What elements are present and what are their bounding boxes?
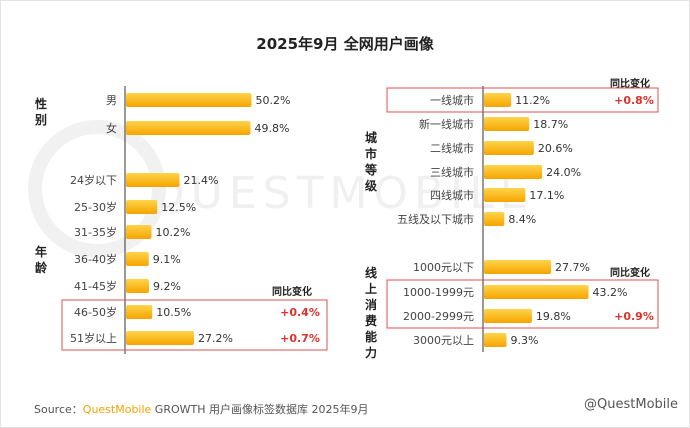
- change-label: +0.7%: [280, 332, 320, 345]
- change-label: +0.9%: [614, 310, 654, 323]
- highlight-box: [386, 87, 659, 113]
- group-label-char: 消: [364, 298, 377, 312]
- bar: [126, 279, 149, 293]
- category-label: 3000元以上: [413, 334, 474, 347]
- group-label-age: 年龄: [33, 244, 49, 276]
- category-label: 24岁以下: [70, 173, 117, 187]
- bar: [484, 93, 512, 107]
- value-label: 11.2%: [515, 94, 550, 107]
- group-label-char: 别: [34, 113, 47, 127]
- category-label: 四线城市: [430, 188, 474, 202]
- bar: [484, 285, 589, 299]
- change-header-consumption: 同比变化: [610, 268, 650, 279]
- source-prefix: Source：: [34, 403, 83, 416]
- value-label: 9.1%: [153, 253, 181, 266]
- value-label: 9.2%: [153, 280, 181, 293]
- bar: [484, 188, 526, 202]
- group-label-char: 城: [364, 131, 377, 145]
- group-label-city-tier: 城市等级: [363, 130, 379, 194]
- category-label: 女: [106, 121, 117, 135]
- category-label: 二线城市: [430, 141, 474, 155]
- group-label-char: 性: [34, 97, 47, 111]
- category-label: 五线及以下城市: [397, 212, 474, 226]
- value-label: 27.2%: [198, 332, 233, 345]
- bar: [484, 165, 543, 179]
- change-header-age: 同比变化: [272, 287, 312, 298]
- change-label: +0.8%: [614, 94, 654, 107]
- value-label: 10.5%: [156, 306, 191, 319]
- group-label-consumption: 线上消费能力: [363, 265, 379, 361]
- group-label-char: 上: [364, 282, 377, 296]
- bar: [126, 305, 153, 319]
- value-label: 20.6%: [538, 142, 573, 155]
- bar: [126, 93, 252, 107]
- value-label: 12.5%: [161, 201, 196, 214]
- bar: [484, 141, 534, 155]
- bar: [126, 331, 194, 345]
- chart-title: 2025年9月 全网用户画像: [256, 35, 434, 53]
- value-label: 27.7%: [555, 261, 590, 274]
- bar: [126, 173, 180, 187]
- corner-watermark: @QuestMobile: [584, 397, 678, 412]
- group-label-char: 龄: [34, 261, 47, 275]
- bar: [484, 309, 532, 323]
- value-label: 10.2%: [156, 226, 191, 239]
- category-label: 46-50岁: [74, 305, 117, 319]
- source-rest: GROWTH 用户画像标签数据库 2025年9月: [151, 403, 369, 416]
- change-label: +0.4%: [280, 306, 320, 319]
- change-header-city: 同比变化: [610, 79, 650, 90]
- group-label-char: 力: [364, 346, 377, 360]
- value-label: 43.2%: [593, 286, 628, 299]
- category-label: 41-45岁: [74, 279, 117, 293]
- value-label: 24.0%: [546, 166, 581, 179]
- group-label-gender: 性别: [33, 96, 49, 128]
- bar: [484, 212, 505, 226]
- bar: [484, 117, 530, 131]
- category-label: 男: [106, 94, 117, 107]
- value-label: 17.1%: [529, 189, 564, 202]
- category-label: 36-40岁: [74, 252, 117, 266]
- group-label-char: 市: [364, 147, 377, 161]
- value-label: 21.4%: [184, 174, 219, 187]
- value-label: 18.7%: [533, 118, 568, 131]
- bar: [126, 121, 251, 135]
- category-label: 一线城市: [430, 93, 474, 107]
- group-label-char: 年: [34, 245, 47, 259]
- category-label: 1000-1999元: [403, 286, 474, 299]
- bar: [484, 260, 552, 274]
- bar: [126, 200, 158, 214]
- group-label-char: 线: [364, 266, 377, 280]
- bar: [484, 333, 507, 347]
- highlight-box: [386, 279, 659, 329]
- group-label-char: 级: [364, 179, 377, 193]
- category-label: 51岁以上: [70, 331, 117, 345]
- value-label: 49.8%: [255, 122, 290, 135]
- group-label-char: 能: [364, 330, 377, 344]
- category-label: 31-35岁: [74, 225, 117, 239]
- source-note: Source：QuestMobile GROWTH 用户画像标签数据库 2025…: [34, 401, 369, 417]
- category-label: 2000-2999元: [403, 310, 474, 323]
- category-label: 三线城市: [430, 165, 474, 179]
- bar: [126, 225, 152, 239]
- background-logo-text: QUESTMOBILE: [150, 168, 534, 219]
- value-label: 50.2%: [256, 94, 291, 107]
- value-label: 19.8%: [536, 310, 571, 323]
- category-label: 25-30岁: [74, 200, 117, 214]
- category-label: 1000元以下: [413, 261, 474, 274]
- bar: [126, 252, 149, 266]
- category-label: 新一线城市: [419, 117, 474, 131]
- group-label-char: 等: [364, 163, 377, 177]
- group-label-char: 费: [364, 314, 377, 328]
- value-label: 9.3%: [511, 334, 539, 347]
- source-brand: QuestMobile: [82, 403, 152, 416]
- value-label: 8.4%: [508, 213, 536, 226]
- highlight-box: [61, 299, 328, 351]
